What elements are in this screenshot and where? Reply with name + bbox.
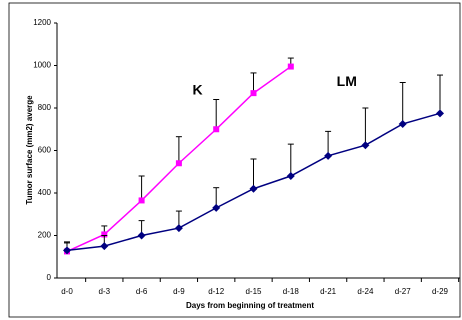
annotation: LM — [337, 73, 357, 89]
x-tick-label: d-15 — [245, 287, 262, 296]
x-tick-label: d-0 — [61, 287, 73, 296]
marker — [212, 203, 221, 212]
marker — [286, 172, 295, 180]
x-tick-label: d-29 — [432, 287, 449, 296]
y-tick-label: 400 — [38, 188, 52, 197]
x-tick-label: d-24 — [357, 287, 374, 296]
marker — [436, 109, 444, 118]
marker — [100, 242, 109, 251]
marker — [249, 184, 258, 193]
x-tick-label: d-21 — [320, 287, 337, 296]
y-axis-title: Tumor surface (mm2) averge — [25, 95, 34, 205]
marker — [213, 126, 220, 133]
marker — [250, 90, 257, 97]
marker — [361, 141, 370, 150]
marker — [137, 231, 146, 240]
x-tick-label: d-27 — [395, 287, 412, 296]
marker — [324, 151, 333, 160]
x-tick-label: d-9 — [173, 287, 185, 296]
marker — [174, 224, 183, 233]
y-tick-label: 200 — [38, 231, 52, 240]
y-tick-label: 800 — [38, 103, 52, 112]
x-tick-label: d-3 — [99, 287, 111, 296]
marker — [138, 197, 145, 204]
marker — [101, 231, 108, 238]
y-tick-label: 1200 — [33, 18, 51, 27]
y-tick-label: 0 — [47, 273, 52, 282]
marker — [398, 119, 407, 128]
marker — [287, 63, 294, 70]
y-tick-label: 1000 — [33, 61, 51, 70]
x-tick-label: d-18 — [283, 287, 300, 296]
chart-border — [8, 2, 461, 318]
x-tick-label: d-6 — [136, 287, 148, 296]
x-tick-label: d-12 — [208, 287, 225, 296]
annotation: K — [192, 82, 202, 98]
y-tick-label: 600 — [38, 146, 52, 155]
x-axis-title: Days from beginning of treatment — [186, 301, 314, 310]
marker — [175, 160, 182, 167]
marker — [63, 246, 71, 255]
